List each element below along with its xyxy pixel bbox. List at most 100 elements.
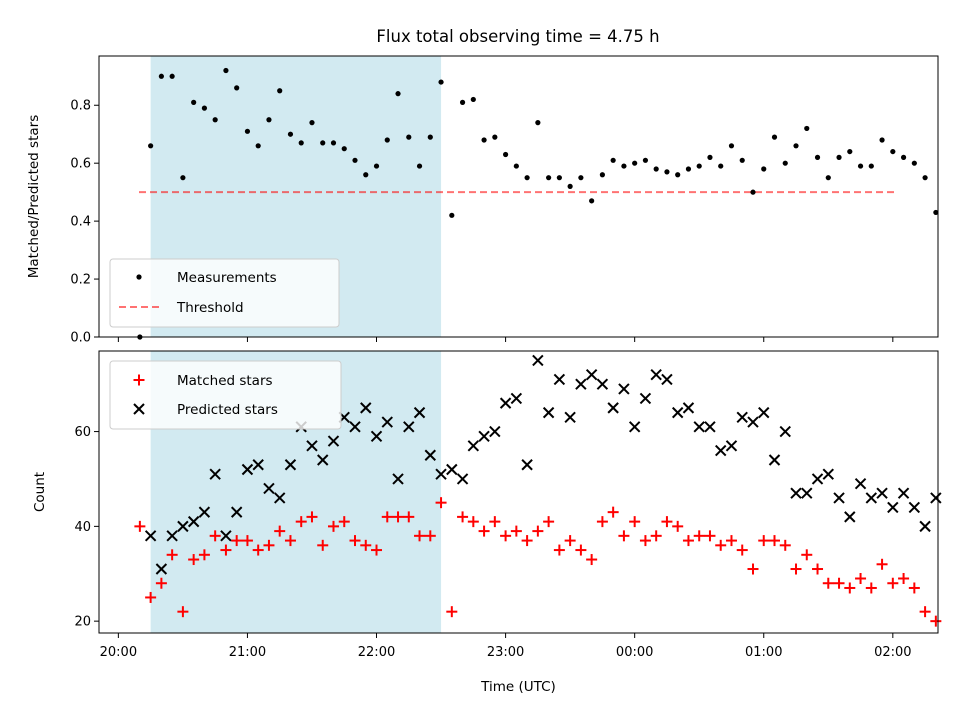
predicted-star-point [790, 487, 802, 499]
measurement-point [427, 134, 433, 140]
matched-star-point [155, 577, 167, 589]
predicted-star-point [230, 506, 243, 518]
predicted-star-point [424, 449, 437, 461]
predicted-star-point [639, 392, 652, 405]
matched-star-point [500, 530, 512, 542]
measurement-point [546, 175, 552, 181]
matched-star-point [381, 511, 393, 523]
measurement-point [664, 169, 670, 175]
matched-star-point [338, 516, 350, 528]
predicted-star-point [306, 440, 318, 452]
predicted-star-point [575, 378, 587, 390]
measurement-point [632, 160, 638, 166]
measurement-point [578, 175, 584, 181]
top-panel: 0.00.20.40.60.8 Matched/Predicted stars … [26, 55, 939, 346]
predicted-star-point [930, 492, 942, 504]
predicted-star-point [542, 406, 555, 419]
predicted-star-point [736, 411, 748, 424]
matched-star-point [586, 554, 598, 566]
legend-label-matched: Matched stars [177, 373, 273, 389]
predicted-star-point [596, 378, 609, 390]
measurement-point [148, 143, 154, 149]
predicted-star-point [467, 440, 480, 452]
predicted-star-point [177, 520, 189, 533]
matched-star-point [274, 525, 286, 537]
matched-star-point [607, 506, 619, 518]
bottom-y-tick-label: 40 [74, 520, 91, 535]
top-x-ticks [117, 337, 894, 342]
predicted-star-point [822, 468, 834, 480]
matched-star-points [134, 497, 942, 627]
legend-cross-symbol [133, 403, 145, 415]
matched-star-point [489, 516, 501, 528]
matched-star-point [521, 535, 533, 547]
matched-star-point [769, 535, 781, 547]
predicted-star-point [811, 473, 824, 485]
measurement-point [739, 157, 745, 163]
measurement-point [675, 172, 681, 178]
predicted-star-point [585, 368, 598, 381]
measurement-point [266, 117, 272, 123]
matched-star-point [908, 582, 920, 594]
matched-star-point [241, 535, 253, 547]
predicted-star-point [274, 492, 286, 504]
predicted-star-point [446, 463, 458, 476]
bottom-y-tick-label: 20 [74, 615, 91, 630]
predicted-star-point [187, 515, 200, 528]
predicted-star-point [209, 468, 221, 480]
matched-star-point [887, 577, 899, 589]
matched-star-point [414, 530, 426, 542]
legend-marker-matched [133, 374, 145, 386]
measurement-point [244, 128, 251, 134]
matched-star-point [306, 511, 318, 523]
matched-star-point [553, 544, 565, 556]
measurement-point [416, 163, 423, 169]
measurement-point [804, 125, 810, 132]
matched-star-point [650, 530, 662, 542]
bottom-legend: Matched stars Predicted stars [109, 360, 342, 430]
measurement-point [180, 175, 186, 181]
predicted-star-point [715, 444, 727, 457]
predicted-star-point [166, 530, 178, 542]
predicted-star-point [241, 463, 254, 476]
top-y-tick-label: 0.8 [70, 99, 91, 114]
predicted-star-point [392, 473, 404, 485]
measurement-point [814, 154, 821, 160]
predicted-star-point [553, 373, 566, 386]
measurement-point [158, 73, 164, 79]
matched-star-point [661, 516, 673, 528]
measurement-point [363, 172, 369, 178]
measurement-point [761, 166, 767, 172]
bottom-panel: 20 40 60 20:00 21:00 22:00 23:00 00:00 01:00 02:… [32, 350, 942, 695]
measurement-point [234, 85, 240, 91]
matched-star-point [209, 530, 221, 542]
matched-star-point [295, 516, 307, 528]
predicted-star-point [381, 416, 393, 428]
predicted-star-point [155, 563, 168, 575]
predicted-star-point [704, 421, 716, 433]
predicted-star-point [532, 354, 544, 367]
measurement-point [223, 67, 229, 74]
matched-star-point [564, 535, 576, 547]
matched-star-point [403, 511, 415, 523]
measurement-point [750, 189, 756, 195]
matched-star-point [349, 535, 361, 547]
predicted-star-point [478, 430, 490, 443]
measurement-point [696, 163, 702, 169]
measurement-point [599, 172, 606, 178]
predicted-star-point [327, 435, 340, 447]
predicted-star-point [628, 421, 641, 433]
measurement-point [857, 163, 864, 169]
predicted-star-point [854, 477, 867, 490]
measurement-point [567, 183, 573, 189]
top-y-tick-label: 0.6 [70, 157, 91, 172]
measurement-point [459, 99, 466, 105]
measurement-point [481, 137, 487, 143]
matched-star-point [682, 535, 694, 547]
matched-star-point [919, 606, 931, 618]
top-y-tick-label: 0.2 [70, 273, 91, 288]
predicted-star-point [456, 473, 469, 485]
measurement-point [879, 137, 885, 143]
top-y-ticks: 0.0 0.2 0.4 0.6 0.8 [70, 99, 99, 346]
